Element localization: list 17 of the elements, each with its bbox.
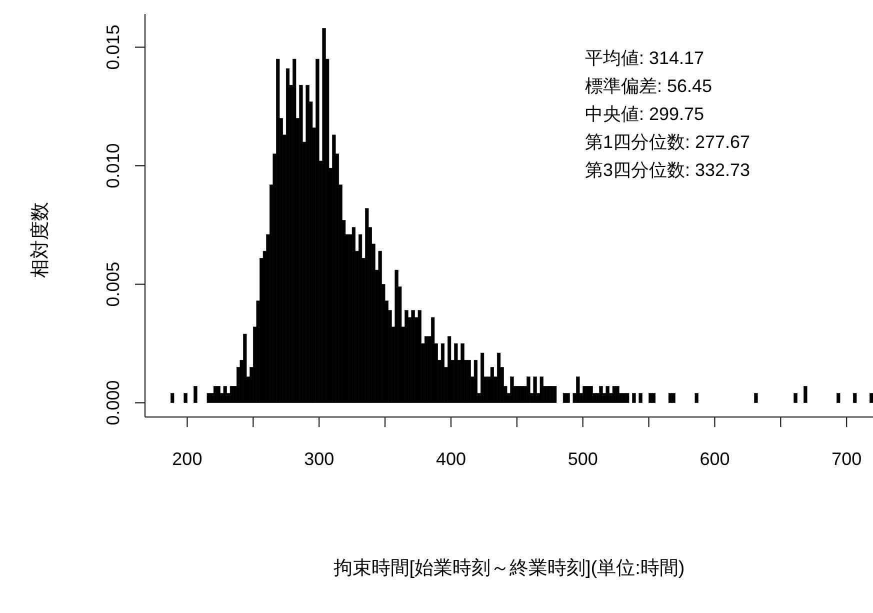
annotation: 平均値: 314.17 xyxy=(585,47,706,70)
annotation: 第1四分位数: 277.67 xyxy=(585,131,750,154)
x-tick-label: 500 xyxy=(568,449,598,469)
y-tick-label: 0.005 xyxy=(103,262,123,307)
y-tick-label: 0.000 xyxy=(103,380,123,426)
y-axis-title: 相対度数 xyxy=(29,202,52,278)
x-tick-label: 200 xyxy=(172,449,202,469)
x-tick-label: 600 xyxy=(700,449,730,469)
x-tick-label: 400 xyxy=(436,449,466,469)
y-tick-label: 0.015 xyxy=(103,24,123,70)
x-axis-title: 拘束時間[始業時刻～終業時刻](単位:時間) xyxy=(332,557,686,581)
x-tick-label: 700 xyxy=(832,449,862,469)
annotation: 標準偏差: 56.45 xyxy=(585,75,714,98)
annotation: 中央値: 299.75 xyxy=(585,103,706,126)
y-tick-label: 0.010 xyxy=(103,143,123,188)
annotation: 第3四分位数: 332.73 xyxy=(585,159,750,182)
x-tick-label: 300 xyxy=(304,449,334,469)
